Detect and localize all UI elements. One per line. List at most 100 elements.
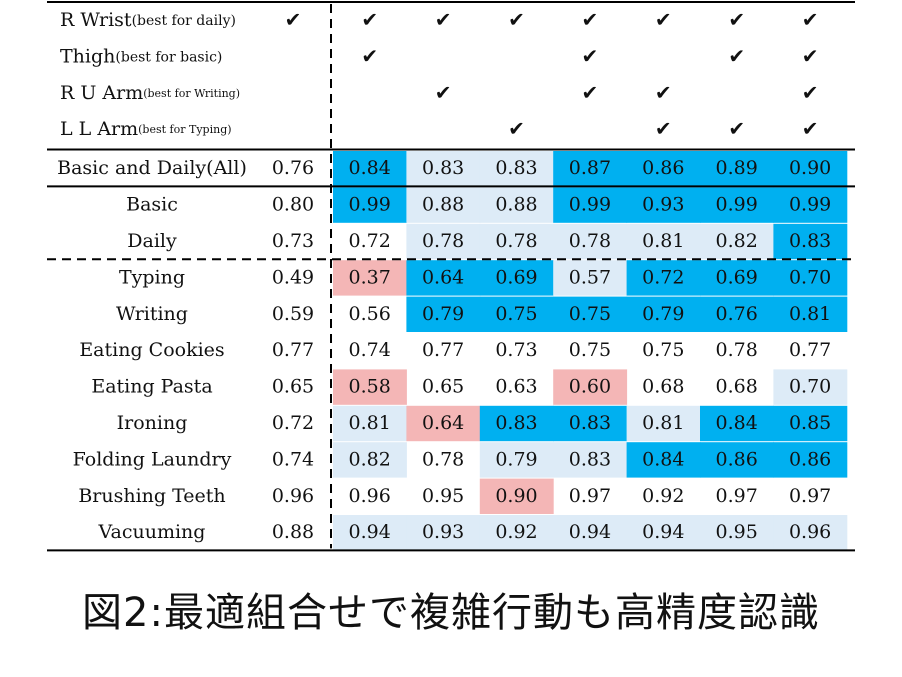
value-cell-bg	[406, 296, 481, 332]
value-cell-bg	[479, 515, 554, 551]
value-cell: 0.90	[495, 485, 537, 507]
check-mark: ✔	[655, 80, 672, 104]
value-cell: 0.97	[569, 485, 611, 507]
value-cell: 0.86	[716, 448, 758, 470]
value-cell-bg	[700, 151, 774, 187]
value-cell-bg	[700, 442, 774, 478]
value-cell-bg	[773, 405, 848, 442]
value-cell: 0.95	[422, 485, 464, 507]
baseline-value: 0.80	[272, 194, 314, 216]
value-cell: 0.86	[789, 448, 831, 470]
activity-label: Ironing	[117, 412, 188, 434]
value-cell: 0.88	[495, 194, 537, 216]
value-cell: 0.83	[789, 230, 831, 252]
value-cell: 0.57	[569, 266, 611, 288]
activity-label: Folding Laundry	[73, 448, 232, 470]
value-cell-bg	[626, 442, 701, 478]
value-cell: 0.83	[569, 412, 611, 434]
value-cell: 0.78	[569, 230, 611, 252]
value-cell-bg	[626, 151, 701, 187]
activity-label: Eating Cookies	[79, 339, 224, 361]
value-cell: 0.69	[716, 266, 758, 288]
check-mark: ✔	[361, 8, 378, 32]
check-mark: ✔	[728, 117, 745, 141]
value-cell-bg	[406, 187, 481, 223]
value-cell: 0.96	[789, 521, 831, 543]
value-cell: 0.95	[716, 521, 758, 543]
value-cell-bg	[773, 187, 848, 223]
sensor-label: L L Arm(best for Typing)	[60, 118, 232, 140]
value-cell-bg	[479, 223, 554, 260]
baseline-value: 0.65	[272, 376, 314, 398]
check-mark: ✔	[361, 44, 378, 68]
value-cell-bg	[700, 260, 774, 296]
value-cell: 0.73	[495, 339, 537, 361]
value-cell: 0.77	[789, 339, 831, 361]
value-cell-bg	[626, 187, 701, 223]
baseline-value: 0.59	[272, 303, 314, 325]
value-cell: 0.94	[569, 521, 611, 543]
value-cell: 0.75	[642, 339, 684, 361]
activity-label: Basic	[126, 194, 178, 216]
value-cell: 0.77	[422, 339, 464, 361]
value-cell-bg	[406, 405, 481, 442]
value-cell: 0.99	[716, 194, 758, 216]
value-cell: 0.85	[789, 412, 831, 434]
value-cell: 0.75	[569, 303, 611, 325]
value-cell: 0.81	[349, 412, 391, 434]
value-cell-bg	[773, 223, 848, 260]
value-cell-bg	[479, 151, 554, 187]
value-cell: 0.64	[422, 412, 464, 434]
value-cell: 0.99	[349, 194, 391, 216]
check-mark: ✔	[582, 8, 599, 32]
value-cell: 0.99	[789, 194, 831, 216]
activity-label: Typing	[119, 266, 185, 288]
value-cell: 0.72	[642, 266, 684, 288]
baseline-value: 0.73	[272, 230, 314, 252]
value-cell-bg	[553, 187, 628, 223]
value-cell-bg	[333, 151, 407, 187]
value-cell-bg	[333, 515, 407, 551]
value-cell: 0.92	[642, 485, 684, 507]
value-cell: 0.76	[716, 303, 758, 325]
value-cell: 0.83	[495, 157, 537, 179]
value-cell: 0.94	[349, 521, 391, 543]
value-cell: 0.68	[642, 376, 684, 398]
check-mark: ✔	[802, 44, 819, 68]
value-cell: 0.65	[422, 376, 464, 398]
value-cell-bg	[553, 405, 628, 442]
value-cell: 0.64	[422, 266, 464, 288]
value-cell-bg	[479, 478, 554, 514]
value-cell: 0.56	[349, 303, 391, 325]
value-cell-bg	[773, 151, 848, 187]
value-cell: 0.84	[349, 157, 391, 179]
activity-label: Writing	[116, 303, 188, 325]
value-cell-bg	[333, 442, 407, 478]
value-cell-bg	[406, 515, 481, 551]
value-cell-bg	[700, 515, 774, 551]
baseline-value: 0.49	[272, 266, 314, 288]
value-cell: 0.58	[349, 376, 391, 398]
value-cell-bg	[479, 442, 554, 478]
value-cell-bg	[479, 405, 554, 442]
value-cell: 0.84	[642, 448, 684, 470]
value-cell: 0.70	[789, 266, 831, 288]
check-mark: ✔	[802, 8, 819, 32]
value-cell: 0.37	[349, 266, 391, 288]
value-cell: 0.68	[716, 376, 758, 398]
check-mark: ✔	[582, 44, 599, 68]
value-cell-bg	[406, 260, 481, 296]
check-mark: ✔	[802, 117, 819, 141]
value-cell: 0.60	[569, 376, 611, 398]
value-cell: 0.97	[716, 485, 758, 507]
value-cell-bg	[700, 223, 774, 260]
check-mark: ✔	[508, 117, 525, 141]
value-cell-bg	[406, 151, 481, 187]
check-mark: ✔	[655, 117, 672, 141]
value-cell: 0.74	[349, 339, 391, 361]
value-cell: 0.79	[495, 448, 537, 470]
value-cell: 0.93	[642, 194, 684, 216]
value-cell: 0.78	[422, 230, 464, 252]
value-cell: 0.63	[495, 376, 537, 398]
activity-label: Daily	[127, 230, 177, 252]
